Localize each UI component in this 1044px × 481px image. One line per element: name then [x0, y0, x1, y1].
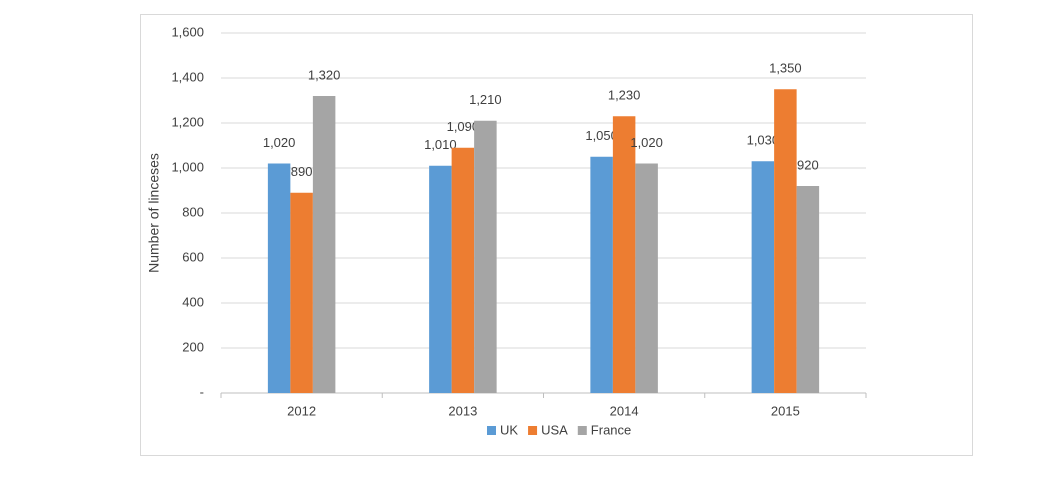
y-tick-label: 800 [182, 204, 204, 219]
data-label: 1,010 [424, 137, 457, 152]
data-label: 1,020 [263, 135, 296, 150]
data-label: 1,030 [747, 133, 780, 148]
chart-frame [140, 14, 973, 456]
x-tick-label: 2013 [448, 403, 477, 418]
legend-swatch [577, 426, 587, 435]
y-tick-label: 600 [182, 249, 204, 264]
x-tick-label: 2015 [771, 403, 800, 418]
data-label: 1,320 [308, 67, 341, 82]
bar [590, 156, 613, 393]
bar [774, 89, 797, 393]
y-tick-label: 1,400 [171, 69, 204, 84]
data-label: 1,230 [608, 88, 641, 103]
bar [635, 163, 658, 393]
data-label: 1,020 [630, 135, 663, 150]
y-tick-label: - [200, 384, 204, 399]
bar [451, 147, 475, 393]
legend-label: USA [541, 422, 568, 437]
data-label: 1,090 [447, 119, 480, 134]
y-tick-label: 400 [182, 294, 204, 309]
bar [474, 120, 497, 393]
x-tick-label: 2012 [287, 403, 316, 418]
bar [290, 192, 313, 393]
y-tick-label: 1,000 [171, 159, 204, 174]
data-label: 1,350 [769, 61, 802, 76]
legend-label: UK [500, 422, 518, 437]
data-label: 1,050 [585, 128, 618, 143]
bar [312, 96, 336, 393]
data-label: 890 [291, 164, 313, 179]
data-label: 1,210 [469, 92, 502, 107]
legend-swatch [487, 426, 496, 435]
legend-label: France [591, 422, 631, 437]
legend-swatch [528, 426, 538, 435]
y-tick-label: 1,200 [171, 114, 204, 129]
bar [751, 161, 775, 393]
bar [267, 163, 291, 393]
bar [429, 165, 452, 393]
y-tick-label: 1,600 [171, 24, 204, 39]
data-label: 920 [797, 157, 819, 172]
bar [612, 116, 636, 393]
y-tick-label: 200 [182, 339, 204, 354]
x-tick-label: 2014 [610, 403, 639, 418]
bar [796, 186, 820, 393]
y-axis-label: Number of linceses [146, 153, 162, 273]
